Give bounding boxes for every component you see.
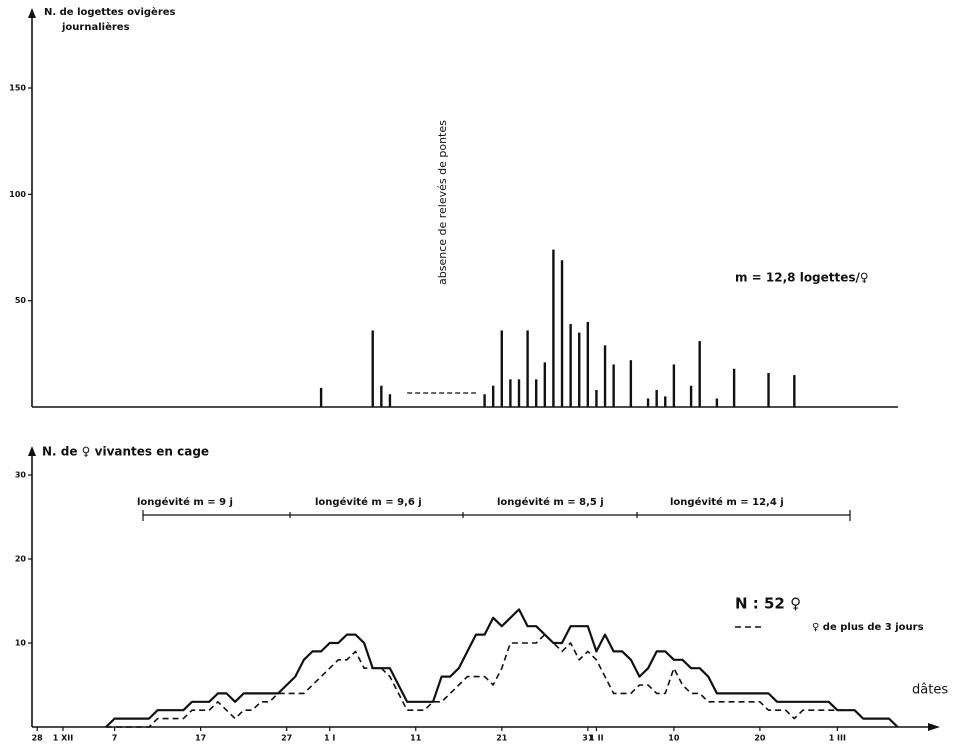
annotation: m = 12,8 logettes/♀ — [735, 271, 869, 285]
bar — [319, 387, 323, 407]
bar — [629, 360, 633, 407]
bar — [543, 362, 547, 407]
bar — [560, 260, 564, 407]
bar — [646, 398, 650, 407]
x-tick-label: 17 — [195, 734, 206, 743]
series-line — [105, 608, 899, 728]
bar — [491, 385, 495, 407]
x-tick-label: 21 — [496, 734, 508, 743]
bar — [664, 396, 667, 407]
series-line — [106, 633, 899, 728]
bar — [793, 375, 796, 407]
annotation: longévité m = 9,6 j — [315, 496, 422, 508]
annotation: longévité m = 12,4 j — [670, 496, 784, 508]
bar — [603, 345, 607, 407]
annotation: absence de relevés de pontes — [436, 120, 449, 285]
x-tick-label: 28 — [32, 734, 44, 743]
y-label: journalières — [61, 21, 130, 33]
bar — [732, 368, 736, 407]
bar — [483, 394, 486, 407]
x-tick-label: 1 III — [829, 734, 846, 743]
bar — [535, 379, 538, 407]
bar — [672, 364, 676, 407]
bar — [655, 389, 658, 407]
x-tick-label: 11 — [410, 734, 422, 743]
bar — [380, 385, 383, 407]
longevity-bracket — [142, 510, 851, 521]
bar — [578, 332, 581, 407]
bar — [595, 389, 598, 407]
x-tick-label: 31 — [582, 734, 594, 743]
bar — [767, 372, 770, 407]
bar — [388, 394, 392, 407]
x-label: dâtes — [912, 683, 948, 698]
x-tick-label: 1 XII — [53, 734, 73, 743]
bar — [552, 249, 555, 407]
bar — [586, 321, 590, 407]
y-tick-label: 150 — [9, 84, 26, 93]
bar — [689, 385, 693, 407]
x-tick-label: 27 — [281, 734, 292, 743]
arrow — [928, 723, 940, 731]
y-tick-label: 100 — [9, 190, 26, 199]
bar — [526, 330, 529, 407]
y-tick-label: 20 — [15, 555, 27, 564]
axes — [28, 8, 940, 731]
y-label: N. de logettes ovigères — [44, 6, 176, 18]
x-tick-label: 20 — [754, 734, 766, 743]
legend-label: ♀ de plus de 3 jours — [812, 622, 924, 633]
y-tick-label: 50 — [15, 296, 27, 305]
x-tick-label: 10 — [668, 734, 680, 743]
y-tick-label: 10 — [15, 639, 27, 648]
x-tick-label: 1 II — [589, 734, 603, 743]
arrow — [28, 446, 36, 456]
legend-label: N : 52 ♀ — [735, 595, 801, 613]
x-tick-label: 7 — [112, 734, 118, 743]
annotation: longévité m = 9 j — [137, 496, 233, 508]
bar — [371, 330, 374, 407]
bar — [715, 398, 719, 407]
bar — [500, 330, 503, 407]
bar — [569, 324, 572, 407]
bar — [698, 341, 701, 407]
y-tick-label: 30 — [15, 471, 27, 480]
annotation: longévité m = 8,5 j — [497, 496, 604, 508]
bar — [612, 364, 615, 407]
x-tick-label: 1 I — [324, 734, 335, 743]
y-label: N. de ♀ vivantes en cage — [42, 445, 209, 459]
bar — [509, 379, 512, 407]
arrow — [28, 8, 36, 18]
bar — [517, 379, 521, 407]
